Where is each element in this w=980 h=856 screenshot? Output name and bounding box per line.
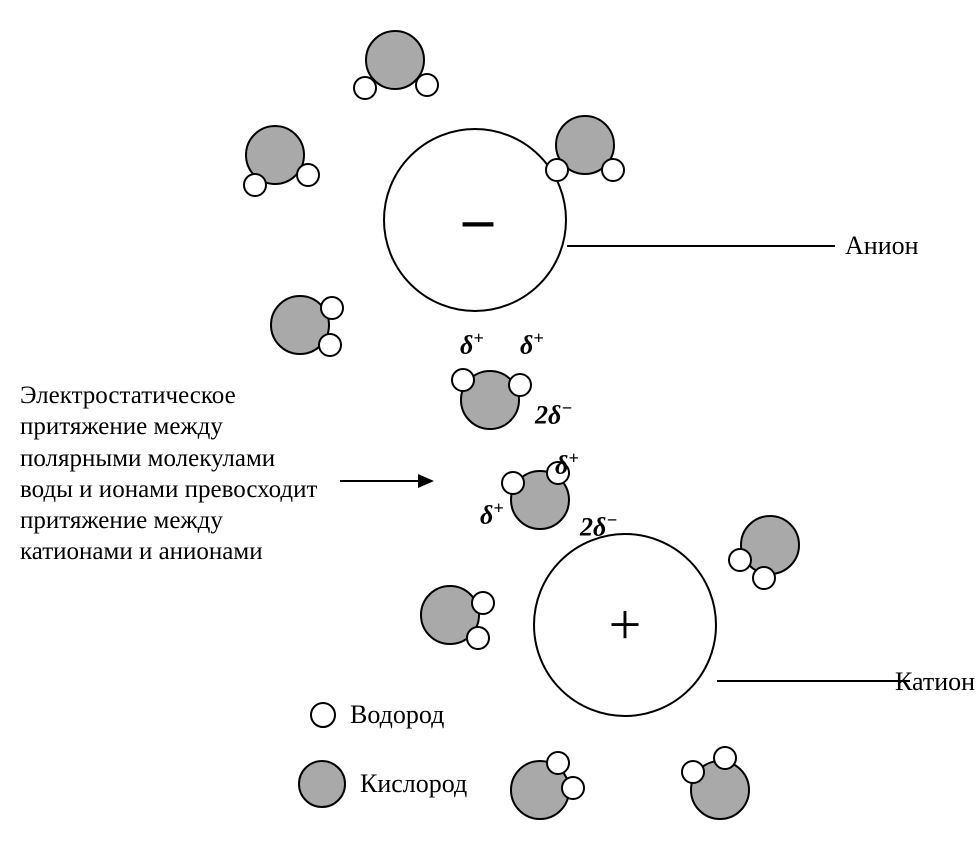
- anion-label: Анион: [845, 230, 919, 263]
- legend-oxygen-swatch: [298, 760, 346, 808]
- delta-charge-label: δ+: [460, 328, 484, 361]
- diagram-canvas: _ Анион + Катион δ+δ+2δ−δ+δ+2δ− Электрос…: [0, 0, 980, 856]
- hydrogen-atom: [561, 776, 585, 800]
- delta-charge-label: 2δ−: [535, 398, 572, 431]
- hydrogen-atom: [318, 333, 342, 357]
- hydrogen-atom: [728, 548, 752, 572]
- hydrogen-atom: [681, 760, 705, 784]
- anion-symbol: _: [463, 168, 487, 228]
- hydrogen-atom: [415, 73, 439, 97]
- legend-oxygen-label: Кислород: [360, 769, 467, 799]
- hydrogen-atom: [508, 373, 532, 397]
- caption-text: Электростатическоепритяжение междуполярн…: [20, 380, 317, 568]
- hydrogen-atom: [471, 591, 495, 615]
- delta-charge-label: δ+: [480, 498, 504, 531]
- hydrogen-atom: [545, 158, 569, 182]
- legend-hydrogen-label: Водород: [350, 700, 444, 730]
- hydrogen-atom: [601, 158, 625, 182]
- cation-circle: +: [533, 533, 717, 717]
- delta-charge-label: δ+: [555, 448, 579, 481]
- hydrogen-atom: [752, 566, 776, 590]
- hydrogen-atom: [296, 163, 320, 187]
- hydrogen-atom: [451, 368, 475, 392]
- hydrogen-atom: [320, 296, 344, 320]
- delta-charge-label: δ+: [520, 328, 544, 361]
- hydrogen-atom: [546, 751, 570, 775]
- legend-oxygen: Кислород: [298, 760, 467, 808]
- legend-hydrogen: Водород: [310, 700, 444, 730]
- cation-leader-line: [717, 680, 910, 682]
- caption-arrow-shaft: [340, 480, 420, 482]
- delta-charge-label: 2δ−: [580, 510, 617, 543]
- hydrogen-atom: [353, 76, 377, 100]
- hydrogen-atom: [501, 471, 525, 495]
- cation-label: Катион: [895, 666, 975, 699]
- hydrogen-atom: [466, 626, 490, 650]
- anion-circle: _: [383, 128, 567, 312]
- legend-hydrogen-swatch: [310, 702, 336, 728]
- hydrogen-atom: [243, 173, 267, 197]
- caption-arrow-head: [418, 474, 434, 488]
- hydrogen-atom: [713, 746, 737, 770]
- anion-leader-line: [567, 245, 835, 247]
- cation-symbol: +: [609, 596, 642, 654]
